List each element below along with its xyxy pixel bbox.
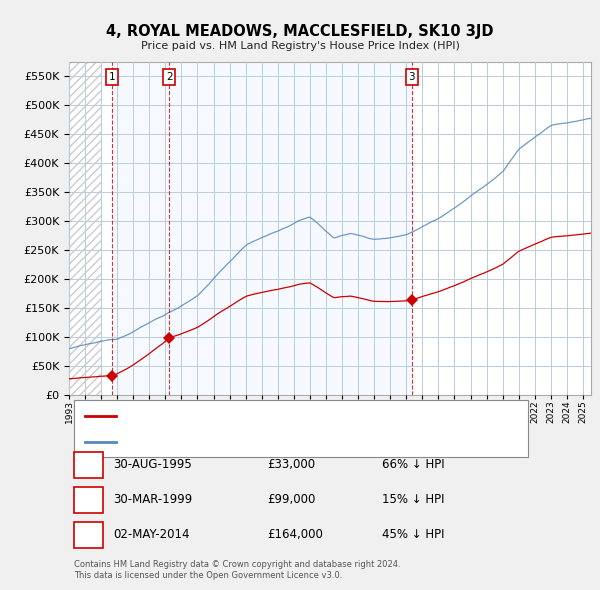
Text: 66% ↓ HPI: 66% ↓ HPI (382, 458, 445, 471)
FancyBboxPatch shape (74, 487, 103, 513)
FancyBboxPatch shape (74, 401, 529, 457)
Text: 4, ROYAL MEADOWS, MACCLESFIELD, SK10 3JD (detached house): 4, ROYAL MEADOWS, MACCLESFIELD, SK10 3JD… (127, 411, 466, 421)
Text: 4, ROYAL MEADOWS, MACCLESFIELD, SK10 3JD: 4, ROYAL MEADOWS, MACCLESFIELD, SK10 3JD (106, 24, 494, 38)
Bar (169, 62, 412, 395)
FancyBboxPatch shape (74, 451, 103, 478)
Text: 3: 3 (409, 72, 415, 82)
Text: 1: 1 (109, 72, 115, 82)
Text: 2: 2 (85, 493, 92, 506)
Text: Price paid vs. HM Land Registry's House Price Index (HPI): Price paid vs. HM Land Registry's House … (140, 41, 460, 51)
Text: 15% ↓ HPI: 15% ↓ HPI (382, 493, 445, 506)
Bar (69, 62, 101, 395)
Text: 1: 1 (85, 458, 92, 471)
Text: 2: 2 (166, 72, 173, 82)
Bar (112, 62, 169, 395)
FancyBboxPatch shape (74, 522, 103, 548)
Text: 30-MAR-1999: 30-MAR-1999 (113, 493, 193, 506)
Text: £33,000: £33,000 (268, 458, 316, 471)
Text: 02-MAY-2014: 02-MAY-2014 (113, 529, 190, 542)
Text: HPI: Average price, detached house, Cheshire East: HPI: Average price, detached house, Ches… (127, 437, 391, 447)
Text: Contains HM Land Registry data © Crown copyright and database right 2024.
This d: Contains HM Land Registry data © Crown c… (74, 559, 401, 581)
Text: £99,000: £99,000 (268, 493, 316, 506)
Text: 45% ↓ HPI: 45% ↓ HPI (382, 529, 445, 542)
Text: 30-AUG-1995: 30-AUG-1995 (113, 458, 192, 471)
Text: £164,000: £164,000 (268, 529, 323, 542)
Text: 3: 3 (85, 529, 92, 542)
